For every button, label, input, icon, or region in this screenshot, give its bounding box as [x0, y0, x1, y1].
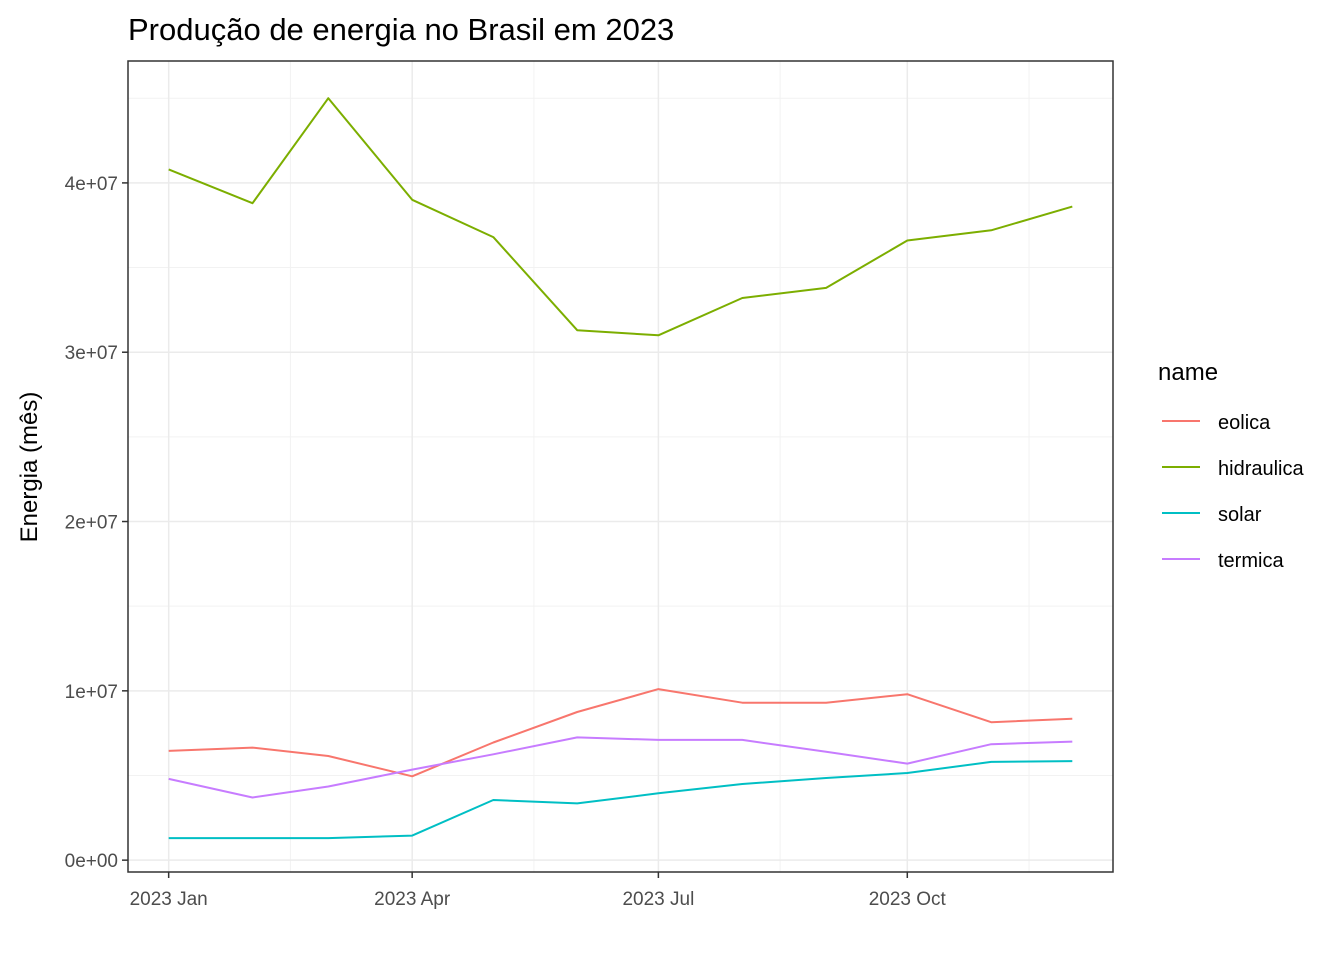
- series-line-termica: [168, 736, 1073, 799]
- plot-background: [128, 61, 1113, 872]
- legend-label-eolica: eolica: [1218, 412, 1271, 434]
- plot-panel: 0e+00 1e+07 2e+07 3e+07 4e+07 2023 Jan 2023 Ap…: [65, 60, 1114, 910]
- y-tick-label: 0e+00: [65, 851, 118, 872]
- y-tick-label: 4e+07: [65, 174, 118, 195]
- x-tick-label: 2023 Apr: [374, 889, 451, 910]
- y-tick-label: 2e+07: [65, 513, 118, 534]
- x-tick-label: 2023 Oct: [869, 889, 947, 910]
- legend-label-solar: solar: [1218, 504, 1262, 526]
- chart-title: Produção de energia no Brasil em 2023: [128, 12, 674, 47]
- plot-border: [127, 60, 1114, 873]
- x-tick-label: 2023 Jan: [130, 889, 208, 910]
- legend-label-hidraulica: hidraulica: [1218, 458, 1304, 480]
- series-line-eolica: [168, 688, 1073, 778]
- series-line-solar: [168, 760, 1073, 840]
- x-tick-label: 2023 Jul: [622, 889, 694, 910]
- y-axis-label: Energia (mês): [16, 392, 43, 543]
- legend-title: name: [1158, 359, 1218, 386]
- y-tick-label: 3e+07: [65, 343, 118, 364]
- legend: name eolica hidraulica solar termica: [1158, 359, 1304, 572]
- y-tick-label: 1e+07: [65, 682, 118, 703]
- series-line-hidraulica: [168, 97, 1073, 337]
- legend-label-termica: termica: [1218, 550, 1284, 572]
